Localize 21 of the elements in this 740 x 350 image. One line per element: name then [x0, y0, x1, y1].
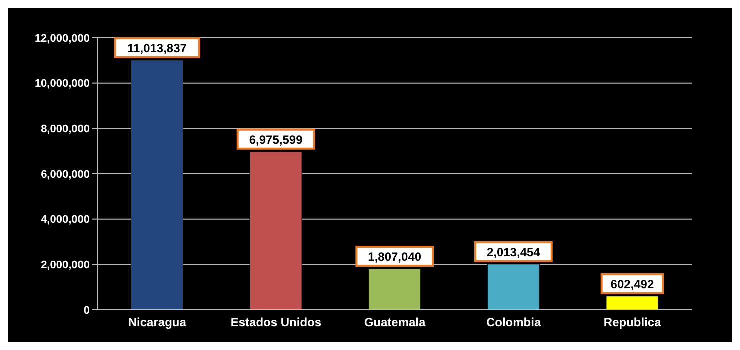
bar: [606, 296, 659, 310]
x-tick-label: Estados Unidos: [230, 316, 322, 330]
bar: [131, 60, 184, 310]
y-tick-label: 4,000,000: [41, 214, 90, 226]
bar: [250, 152, 302, 310]
x-tick-label: Colombia: [486, 316, 542, 330]
data-label: 6,975,599: [249, 132, 304, 147]
bar: [487, 264, 540, 310]
y-tick-label: 10,000,000: [34, 78, 90, 90]
x-tick-label: Nicaragua: [128, 316, 187, 330]
y-tick-label: 6,000,000: [41, 168, 90, 181]
data-label: 2,013,454: [486, 245, 541, 260]
y-tick-label: 2,000,000: [41, 260, 90, 272]
x-tick-label: Guatemala: [364, 316, 426, 330]
x-tick-label: Republica: [604, 316, 662, 330]
y-tick-label: 12,000,000: [34, 32, 90, 45]
data-label: 602,492: [610, 277, 654, 292]
data-label: 1,807,040: [368, 250, 422, 264]
data-label: 11,013,837: [128, 41, 188, 56]
y-tick-label: 0: [84, 304, 90, 317]
y-tick-label: 8,000,000: [41, 124, 90, 136]
